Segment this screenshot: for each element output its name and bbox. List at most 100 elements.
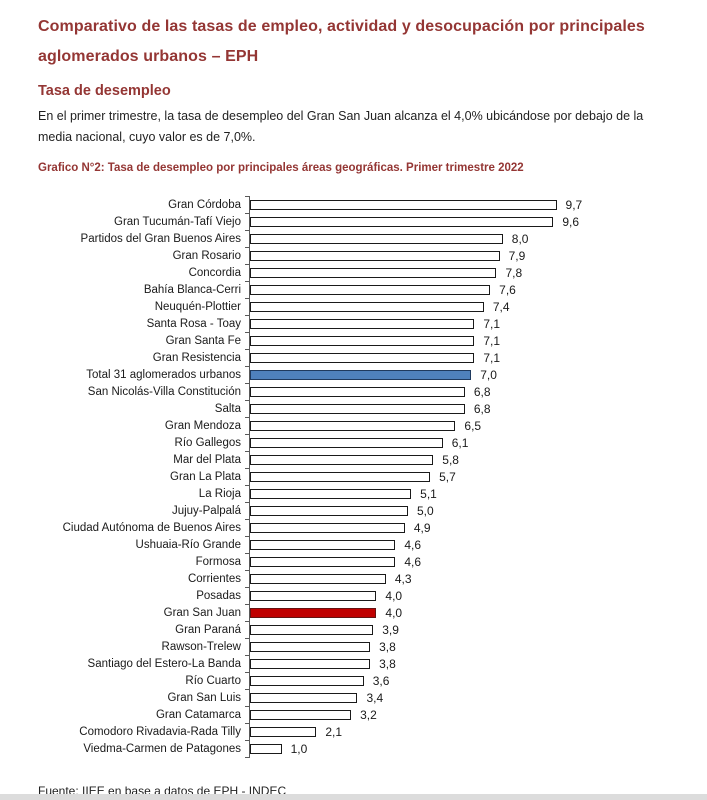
- category-label: Posadas: [196, 589, 241, 602]
- bar: [250, 233, 503, 244]
- bar: [250, 658, 371, 669]
- bar: [250, 743, 282, 754]
- bar-area: 7,8: [245, 263, 707, 281]
- chart-row: Gran San Luis 3,4: [0, 688, 707, 706]
- category-label: Santiago del Estero-La Banda: [87, 657, 241, 670]
- value-label: 4,0: [385, 605, 403, 620]
- bar-area: 4,0: [245, 586, 707, 604]
- chart-row: Gran La Plata 5,7: [0, 467, 707, 485]
- bar-area: 4,6: [245, 552, 707, 570]
- value-label: 7,1: [483, 350, 501, 365]
- bar: [250, 522, 405, 533]
- chart-row: Mar del Plata 5,8: [0, 450, 707, 468]
- chart-caption: Grafico N°2: Tasa de desempleo por princ…: [38, 162, 524, 174]
- value-label: 7,1: [483, 333, 501, 348]
- bar: [250, 386, 465, 397]
- category-label: Viedma-Carmen de Patagones: [83, 742, 241, 755]
- bar-area: 7,1: [245, 331, 707, 349]
- category-label: Neuquén-Plottier: [154, 300, 241, 313]
- bar-area: 4,6: [245, 535, 707, 553]
- category-label: Santa Rosa - Toay: [146, 317, 241, 330]
- value-label: 3,2: [360, 707, 377, 722]
- value-label: 9,6: [562, 214, 580, 229]
- section-heading: Tasa de desempleo: [38, 83, 171, 99]
- chart-row: Salta 6,8: [0, 399, 707, 417]
- bar-area: 7,6: [245, 280, 707, 298]
- value-label: 7,6: [499, 282, 516, 297]
- bar: [250, 318, 475, 329]
- value-label: 5,1: [420, 486, 437, 501]
- bar-gran-san-juan: [250, 607, 377, 618]
- value-label: 6,8: [473, 384, 491, 399]
- bar: [250, 488, 412, 499]
- bar: [250, 437, 443, 448]
- bar-area: 6,8: [245, 382, 707, 400]
- chart-row: Gran Rosario 7,9: [0, 246, 707, 264]
- bar: [250, 454, 434, 465]
- chart-row: Ushuaia-Río Grande 4,6: [0, 535, 707, 553]
- bar-area: 3,8: [245, 654, 707, 672]
- category-label: Gran Paraná: [175, 623, 241, 636]
- value-label: 3,8: [379, 639, 396, 654]
- chart-row: Santa Rosa - Toay 7,1: [0, 314, 707, 332]
- bar-area: 4,3: [245, 569, 707, 587]
- bar: [250, 420, 456, 431]
- bar: [250, 335, 475, 346]
- category-label: Comodoro Rivadavia-Rada Tilly: [79, 725, 241, 738]
- chart-row: Formosa 4,6: [0, 552, 707, 570]
- bar: [250, 352, 475, 363]
- category-label: Gran Rosario: [172, 249, 241, 262]
- bar: [250, 471, 431, 482]
- page-title: Comparativo de las tasas de empleo, acti…: [38, 18, 645, 65]
- category-label: Mar del Plata: [173, 453, 241, 466]
- chart-row: Ciudad Autónoma de Buenos Aires 4,9: [0, 518, 707, 536]
- bar: [250, 250, 500, 261]
- category-label: La Rioja: [198, 487, 241, 500]
- value-label: 7,9: [508, 248, 526, 263]
- chart-row: Neuquén-Plottier 7,4: [0, 297, 707, 315]
- category-label: Gran Resistencia: [152, 351, 241, 364]
- bar: [250, 267, 497, 278]
- bar-area: 5,8: [245, 450, 707, 468]
- chart-row: Gran Tucumán-Tafí Viejo 9,6: [0, 212, 707, 230]
- bar-area: 5,1: [245, 484, 707, 502]
- chart-row: Río Gallegos 6,1: [0, 433, 707, 451]
- page-bottom-edge: [0, 794, 707, 800]
- value-label: 5,8: [442, 452, 459, 467]
- bar-area: 6,8: [245, 399, 707, 417]
- bar: [250, 726, 317, 737]
- bar: [250, 590, 377, 601]
- chart-row: Posadas 4,0: [0, 586, 707, 604]
- bar: [250, 403, 465, 414]
- value-label: 4,6: [404, 537, 422, 552]
- category-label: Gran Catamarca: [155, 708, 241, 721]
- bar: [250, 539, 396, 550]
- bar: [250, 505, 408, 516]
- value-label: 3,9: [382, 622, 399, 637]
- category-label: Ciudad Autónoma de Buenos Aires: [62, 521, 241, 534]
- bar-area: 7,1: [245, 314, 707, 332]
- bar: [250, 675, 364, 686]
- category-label: Río Cuarto: [185, 674, 241, 687]
- chart-row: Gran Catamarca 3,2: [0, 705, 707, 723]
- chart-row: Gran Santa Fe 7,1: [0, 331, 707, 349]
- bar-area: 6,1: [245, 433, 707, 451]
- value-label: 7,4: [492, 299, 510, 314]
- value-label: 7,1: [483, 316, 501, 331]
- intro-paragraph: En el primer trimestre, la tasa de desem…: [38, 109, 644, 144]
- bar: [250, 709, 352, 720]
- bar: [250, 284, 491, 295]
- category-label: Total 31 aglomerados urbanos: [86, 368, 241, 381]
- category-label: Gran San Luis: [167, 691, 241, 704]
- bar-area: 8,0: [245, 229, 707, 247]
- unemployment-bar-chart: Gran Córdoba 9,7 Gran Tucumán-Tafí Viejo 9,…: [0, 195, 707, 758]
- value-label: 6,8: [473, 401, 491, 416]
- category-label: Gran Santa Fe: [165, 334, 241, 347]
- category-label: Bahía Blanca-Cerri: [143, 283, 241, 296]
- bar-area: 5,0: [245, 501, 707, 519]
- bar-area: 3,2: [245, 705, 707, 723]
- value-label: 6,1: [451, 435, 469, 450]
- chart-row: Gran Mendoza 6,5: [0, 416, 707, 434]
- bar-total-31-aglomerados: [250, 369, 472, 380]
